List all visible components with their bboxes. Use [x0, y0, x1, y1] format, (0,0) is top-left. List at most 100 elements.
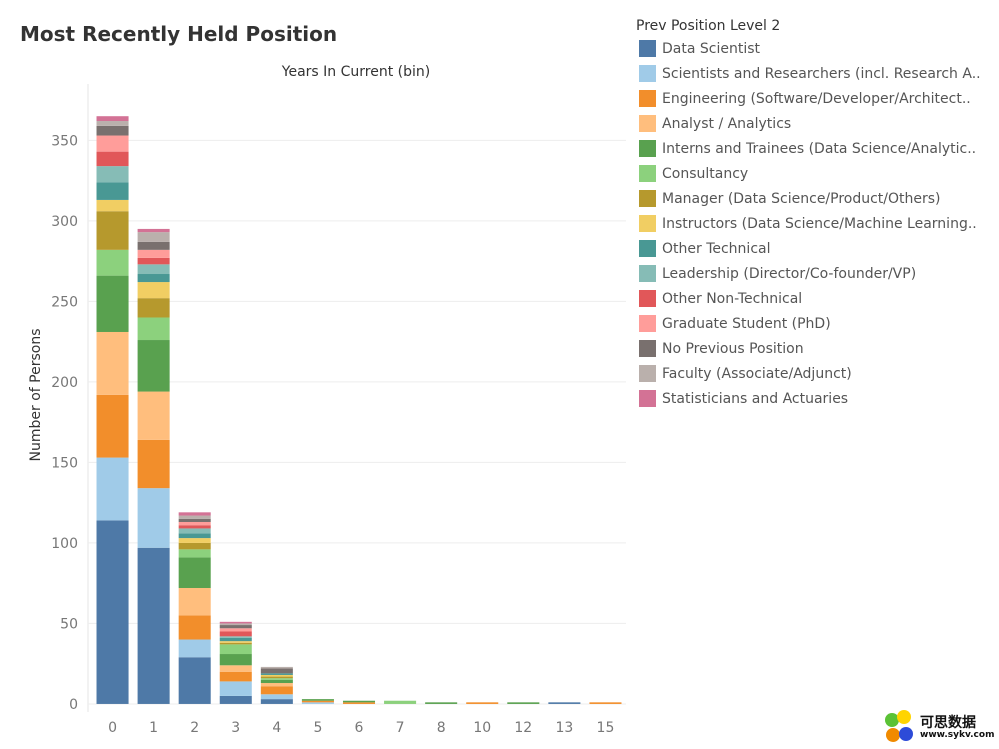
legend-swatch: [639, 390, 656, 407]
bar-segment: [178, 521, 211, 526]
y-tick-label: 250: [51, 294, 78, 310]
x-tick-label: 10: [473, 720, 491, 736]
legend-item[interactable]: Analyst / Analytics: [636, 111, 996, 136]
legend-title: Prev Position Level 2: [636, 18, 781, 34]
gridlines: [87, 84, 626, 712]
bar-segment: [301, 699, 334, 701]
legend-swatch: [639, 240, 656, 257]
legend-label: Other Non-Technical: [662, 290, 803, 307]
y-tick-label: 100: [51, 536, 78, 552]
legend-item[interactable]: Manager (Data Science/Product/Others): [636, 186, 996, 211]
bar-segment: [260, 666, 293, 669]
legend-swatch: [639, 315, 656, 332]
bar-segment: [301, 700, 334, 703]
y-tick-label: 200: [51, 375, 78, 391]
x-axis-ticks: 0 1 2 3 4 5 6 7 8 10 12 13 15: [108, 720, 614, 736]
legend-item[interactable]: Interns and Trainees (Data Science/Analy…: [636, 136, 996, 161]
bar-segment: [466, 702, 499, 704]
legend-label: Scientists and Researchers (incl. Resear…: [662, 65, 981, 82]
legend-item[interactable]: No Previous Position: [636, 336, 996, 361]
legend-item[interactable]: Data Scientist: [636, 36, 996, 61]
bar-segment: [137, 282, 170, 299]
bar-segment: [219, 671, 252, 682]
x-tick-label: 7: [396, 720, 405, 736]
bar-segment: [137, 439, 170, 489]
bar-segment: [137, 228, 170, 233]
bar-segment: [219, 695, 252, 704]
legend-swatch: [639, 165, 656, 182]
legend-item[interactable]: Consultancy: [636, 161, 996, 186]
bar-segment: [219, 621, 252, 624]
legend-items: Data Scientist Scientists and Researchers…: [636, 36, 996, 411]
bar-segment: [96, 394, 129, 458]
bar-segment: [178, 512, 211, 516]
x-tick-label: 15: [597, 720, 615, 736]
legend-item[interactable]: Engineering (Software/Developer/Architec…: [636, 86, 996, 111]
bar-segment: [178, 615, 211, 640]
legend-item[interactable]: Other Technical: [636, 236, 996, 261]
legend-label: Interns and Trainees (Data Science/Analy…: [662, 140, 977, 157]
bar-segment: [137, 488, 170, 548]
bar-segment: [96, 249, 129, 276]
watermark-url: www.sykv.com: [920, 730, 995, 740]
bar-segment: [178, 639, 211, 658]
bar-segment: [178, 538, 211, 543]
bar-segment: [96, 166, 129, 183]
legend-item[interactable]: Graduate Student (PhD): [636, 311, 996, 336]
bar-segment: [96, 116, 129, 122]
bar-segment: [342, 700, 376, 703]
legend-label: Consultancy: [662, 165, 749, 182]
legend-swatch: [639, 365, 656, 382]
y-axis-label: Number of Persons: [28, 329, 44, 462]
bar-segment: [507, 702, 540, 704]
bar-segment: [96, 520, 129, 704]
bar-segment: [384, 700, 417, 704]
x-tick-label: 8: [437, 720, 446, 736]
legend-swatch: [639, 340, 656, 357]
legend-swatch: [639, 65, 656, 82]
bar-segment: [219, 631, 252, 637]
legend-label: Engineering (Software/Developer/Architec…: [662, 90, 971, 107]
legend-item[interactable]: Instructors (Data Science/Machine Learni…: [636, 211, 996, 236]
bar-segment: [178, 533, 211, 539]
column-header: Years In Current (bin): [281, 64, 430, 80]
bar-segment: [137, 232, 170, 242]
bar-segment: [137, 249, 170, 258]
bar-segment: [219, 642, 252, 645]
legend-swatch: [639, 90, 656, 107]
y-tick-label: 300: [51, 214, 78, 230]
x-tick-label: 12: [514, 720, 532, 736]
legend-swatch: [639, 190, 656, 207]
legend-label: Graduate Student (PhD): [662, 315, 831, 332]
bar-segment: [137, 257, 170, 265]
bar-segment: [219, 623, 252, 626]
bar-segment: [219, 637, 252, 642]
legend-item[interactable]: Statisticians and Actuaries: [636, 386, 996, 411]
watermark-logo-icon: [885, 710, 913, 742]
legend-item[interactable]: Faculty (Associate/Adjunct): [636, 361, 996, 386]
chart-title: Most Recently Held Position: [20, 22, 338, 46]
bar-segment: [219, 644, 252, 655]
legend-item[interactable]: Scientists and Researchers (incl. Resear…: [636, 61, 996, 86]
bar-segment: [260, 673, 293, 675]
bar-segment: [96, 121, 129, 126]
bar-segment: [425, 702, 458, 704]
legend: Prev Position Level 2 Data Scientist Scie…: [636, 18, 996, 411]
legend-item[interactable]: Other Non-Technical: [636, 286, 996, 311]
bars: [96, 116, 622, 704]
stacked-bar-chart: Years In Current (bin) Number of Persons…: [28, 64, 626, 736]
bar-segment: [219, 665, 252, 672]
legend-label: Manager (Data Science/Product/Others): [662, 190, 941, 207]
legend-item[interactable]: Leadership (Director/Co-founder/VP): [636, 261, 996, 286]
bar-segment: [589, 702, 622, 704]
bar-segment: [548, 702, 581, 704]
x-tick-label: 2: [190, 720, 199, 736]
bar-segment: [137, 264, 170, 275]
legend-swatch: [639, 115, 656, 132]
bar-segment: [301, 702, 334, 704]
bar-segment: [219, 636, 252, 638]
bar-segment: [178, 657, 211, 704]
y-tick-label: 350: [51, 133, 78, 149]
bar-segment: [260, 668, 293, 674]
bar-segment: [96, 151, 129, 167]
